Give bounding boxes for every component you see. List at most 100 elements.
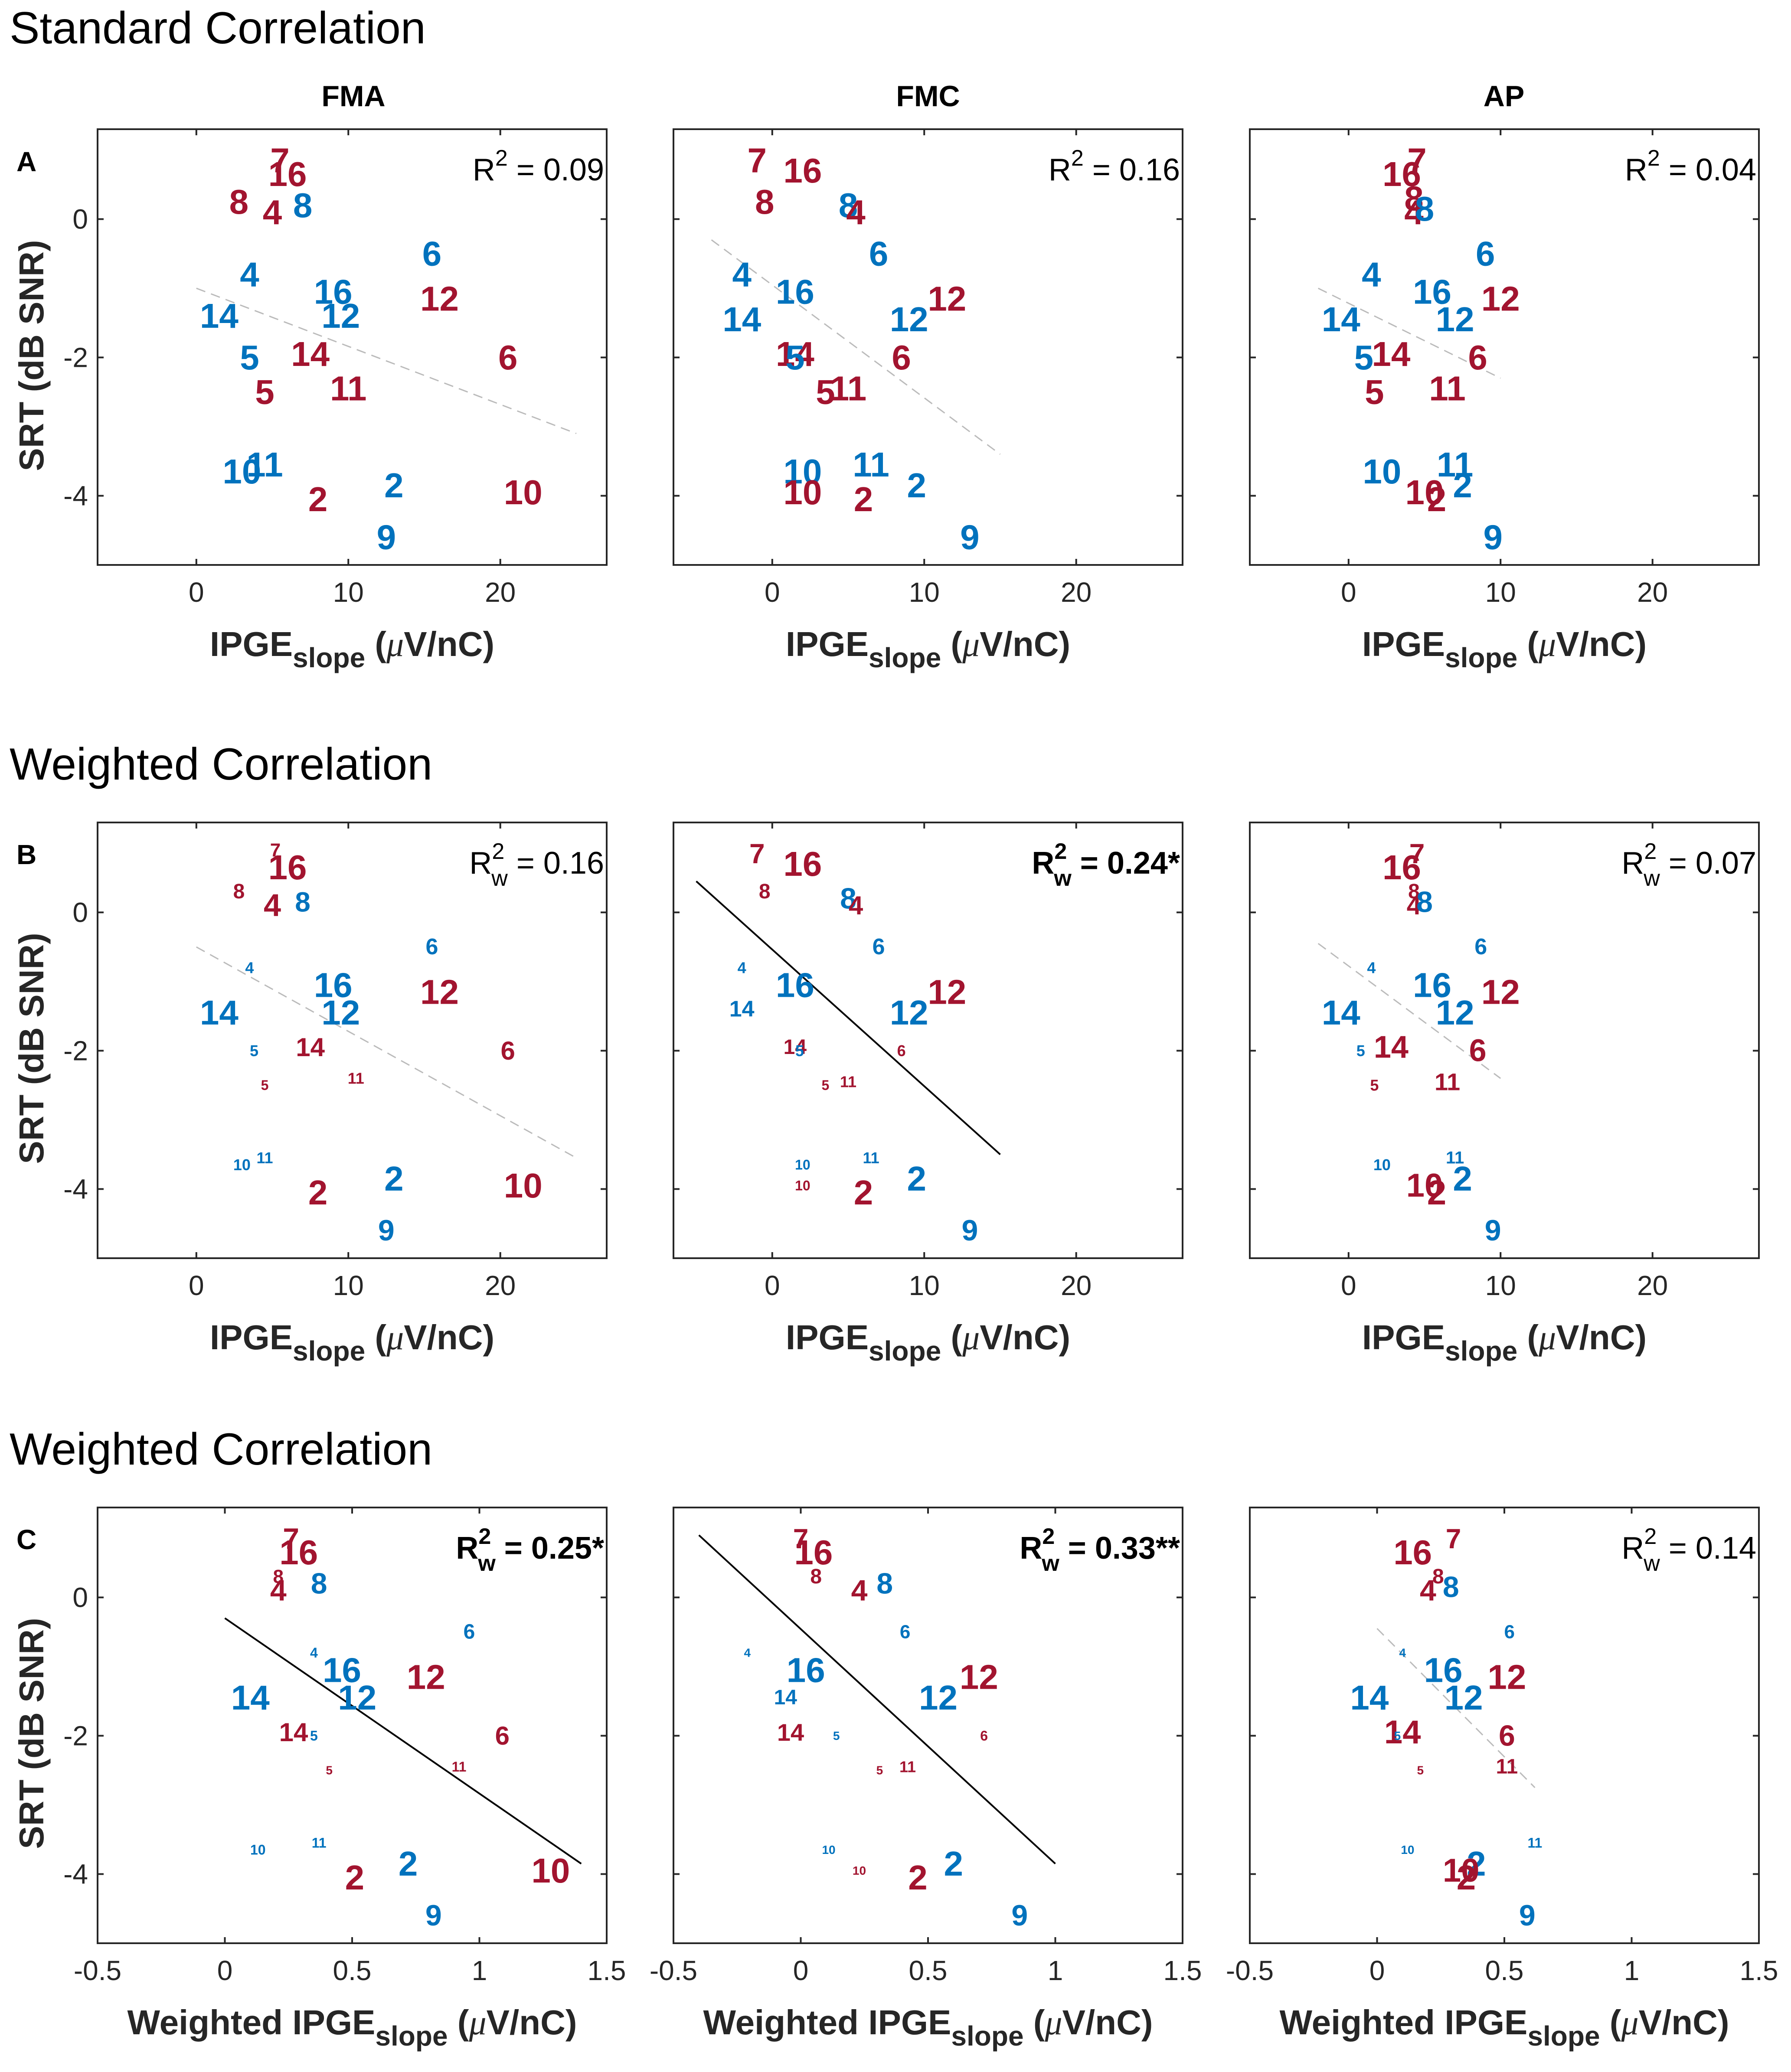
x-axis-label: IPGEslope (μV/nC) <box>786 1318 1070 1367</box>
regression-line <box>1318 287 1501 379</box>
data-point-label: 11 <box>830 369 867 408</box>
y-axis-label-row-b: SRT (dB SNR) <box>12 933 51 1164</box>
data-point-label: 12 <box>338 1678 376 1717</box>
data-point-label: 6 <box>426 934 438 959</box>
r-squared-annotation: R2 = 0.04 <box>1625 146 1756 187</box>
data-point-label: 4 <box>732 255 752 294</box>
x-tick-label: 0 <box>189 577 204 608</box>
data-point-label: 2 <box>1453 1159 1472 1198</box>
data-point-label: 11 <box>1496 1755 1518 1778</box>
data-point-label: 16 <box>314 966 353 1004</box>
data-point-label: 8 <box>229 183 249 221</box>
regression-line <box>696 881 1001 1155</box>
data-point-label: 16 <box>776 272 814 311</box>
data-point-label: 5 <box>1354 338 1374 377</box>
data-point-label: 8 <box>293 186 313 225</box>
data-point-label: 8 <box>233 880 245 903</box>
data-point-label: 12 <box>960 1658 998 1696</box>
data-point-label: 5 <box>785 338 805 377</box>
data-point-label: 6 <box>422 235 442 273</box>
data-point-label: 5 <box>310 1728 318 1743</box>
data-point-label: 8 <box>840 882 856 915</box>
x-axis-label: IPGEslope (μV/nC) <box>210 1318 494 1367</box>
data-point-label: 14 <box>200 993 239 1032</box>
regression-line <box>1317 943 1501 1079</box>
data-point-label: 11 <box>840 1073 856 1091</box>
axes-frame <box>673 1507 1183 1944</box>
data-point-label: 5 <box>1365 373 1384 411</box>
data-point-label: 9 <box>1483 518 1503 557</box>
data-point-label: 12 <box>407 1658 445 1696</box>
y-tick-label: -4 <box>63 1173 88 1204</box>
x-tick-label: 0.5 <box>333 1955 372 1986</box>
panel-letter-b: B <box>16 839 36 870</box>
data-point-label: 11 <box>1446 1149 1464 1168</box>
data-point-label: 10 <box>1373 1156 1391 1174</box>
r-squared-annotation: R2 = 0.16 <box>1049 146 1180 187</box>
x-tick-label: 20 <box>485 577 516 608</box>
data-point-label: 5 <box>876 1764 883 1777</box>
data-point-label: 10 <box>531 1851 570 1890</box>
x-axis-label: IPGEslope (μV/nC) <box>786 625 1070 673</box>
section-title-weighted-c: Weighted Correlation <box>10 1424 432 1475</box>
data-point-label: 5 <box>816 373 835 411</box>
data-point-label: 8 <box>1432 1565 1444 1588</box>
data-point-label: 12 <box>1481 972 1520 1011</box>
axes-frame <box>673 822 1183 1259</box>
data-point-label: 11 <box>452 1759 467 1775</box>
x-tick-label: 0.5 <box>1485 1955 1524 1986</box>
data-point-label: 16 <box>1393 1533 1432 1572</box>
axes-frame <box>673 128 1183 566</box>
data-point-label: 6 <box>464 1621 475 1644</box>
data-point-label: 10 <box>504 473 543 512</box>
panel-c-fma: 0 -2 -4 -0.5 0 0.5 1 1.5 Weighted IPGEslope (μV/… <box>63 1507 626 2052</box>
data-point-label: 9 <box>1485 1214 1501 1247</box>
data-point-label: 2 <box>399 1844 418 1883</box>
data-point-label: 14 <box>776 335 814 373</box>
data-point-label: 6 <box>897 1042 906 1060</box>
data-point-label: 8 <box>876 1567 893 1600</box>
data-point-label: 6 <box>1474 934 1487 959</box>
data-point-label: 16 <box>787 1651 825 1689</box>
x-axis-label: Weighted IPGEslope (μV/nC) <box>1280 2003 1729 2052</box>
data-point-label: 16 <box>1382 155 1421 193</box>
x-axis-label: Weighted IPGEslope (μV/nC) <box>703 2003 1153 2052</box>
data-point-label: 6 <box>1469 1033 1487 1068</box>
x-axis-label: IPGEslope (μV/nC) <box>1362 1318 1647 1367</box>
data-point-label: 2 <box>345 1858 365 1897</box>
data-point-label: 5 <box>261 1077 269 1093</box>
data-point-label: 12 <box>420 279 459 318</box>
y-tick-label: -2 <box>63 1720 88 1751</box>
data-point-label: 14 <box>296 1033 325 1062</box>
data-point-label: 2 <box>1427 1173 1447 1212</box>
regression-line <box>711 239 1001 455</box>
data-point-label: 7 <box>1446 1523 1461 1554</box>
data-point-label: 5 <box>795 1042 804 1060</box>
data-point-label: 2 <box>854 480 873 519</box>
data-point-label: 2 <box>907 1159 926 1198</box>
data-point-label: 2 <box>1427 480 1447 519</box>
r-squared-annotation: R2 w = 0.07 <box>1621 839 1756 891</box>
y-tick-label: -2 <box>63 1035 88 1066</box>
data-point-label: 4 <box>846 193 866 232</box>
data-point-label: 16 <box>1413 272 1451 311</box>
r-squared-annotation: R2 w = 0.14 <box>1621 1524 1756 1576</box>
data-point-label: 7 <box>1407 141 1427 179</box>
y-tick-label: 0 <box>72 203 88 235</box>
y-axis-label-row-c: SRT (dB SNR) <box>12 1618 51 1849</box>
x-tick-label: 0.5 <box>909 1955 948 1986</box>
data-point-label: 9 <box>377 518 396 557</box>
column-title-ap: AP <box>1484 80 1524 113</box>
data-point-label: 8 <box>295 886 310 917</box>
x-tick-label: 20 <box>1637 577 1668 608</box>
data-point-label: 11 <box>246 445 283 484</box>
data-point-label: 14 <box>231 1678 270 1717</box>
data-point-label: 2 <box>1453 466 1472 505</box>
x-tick-label: 10 <box>333 1270 364 1301</box>
data-point-label: 16 <box>1424 1651 1463 1689</box>
r-squared-annotation: R2 w = 0.24* <box>1032 839 1180 891</box>
